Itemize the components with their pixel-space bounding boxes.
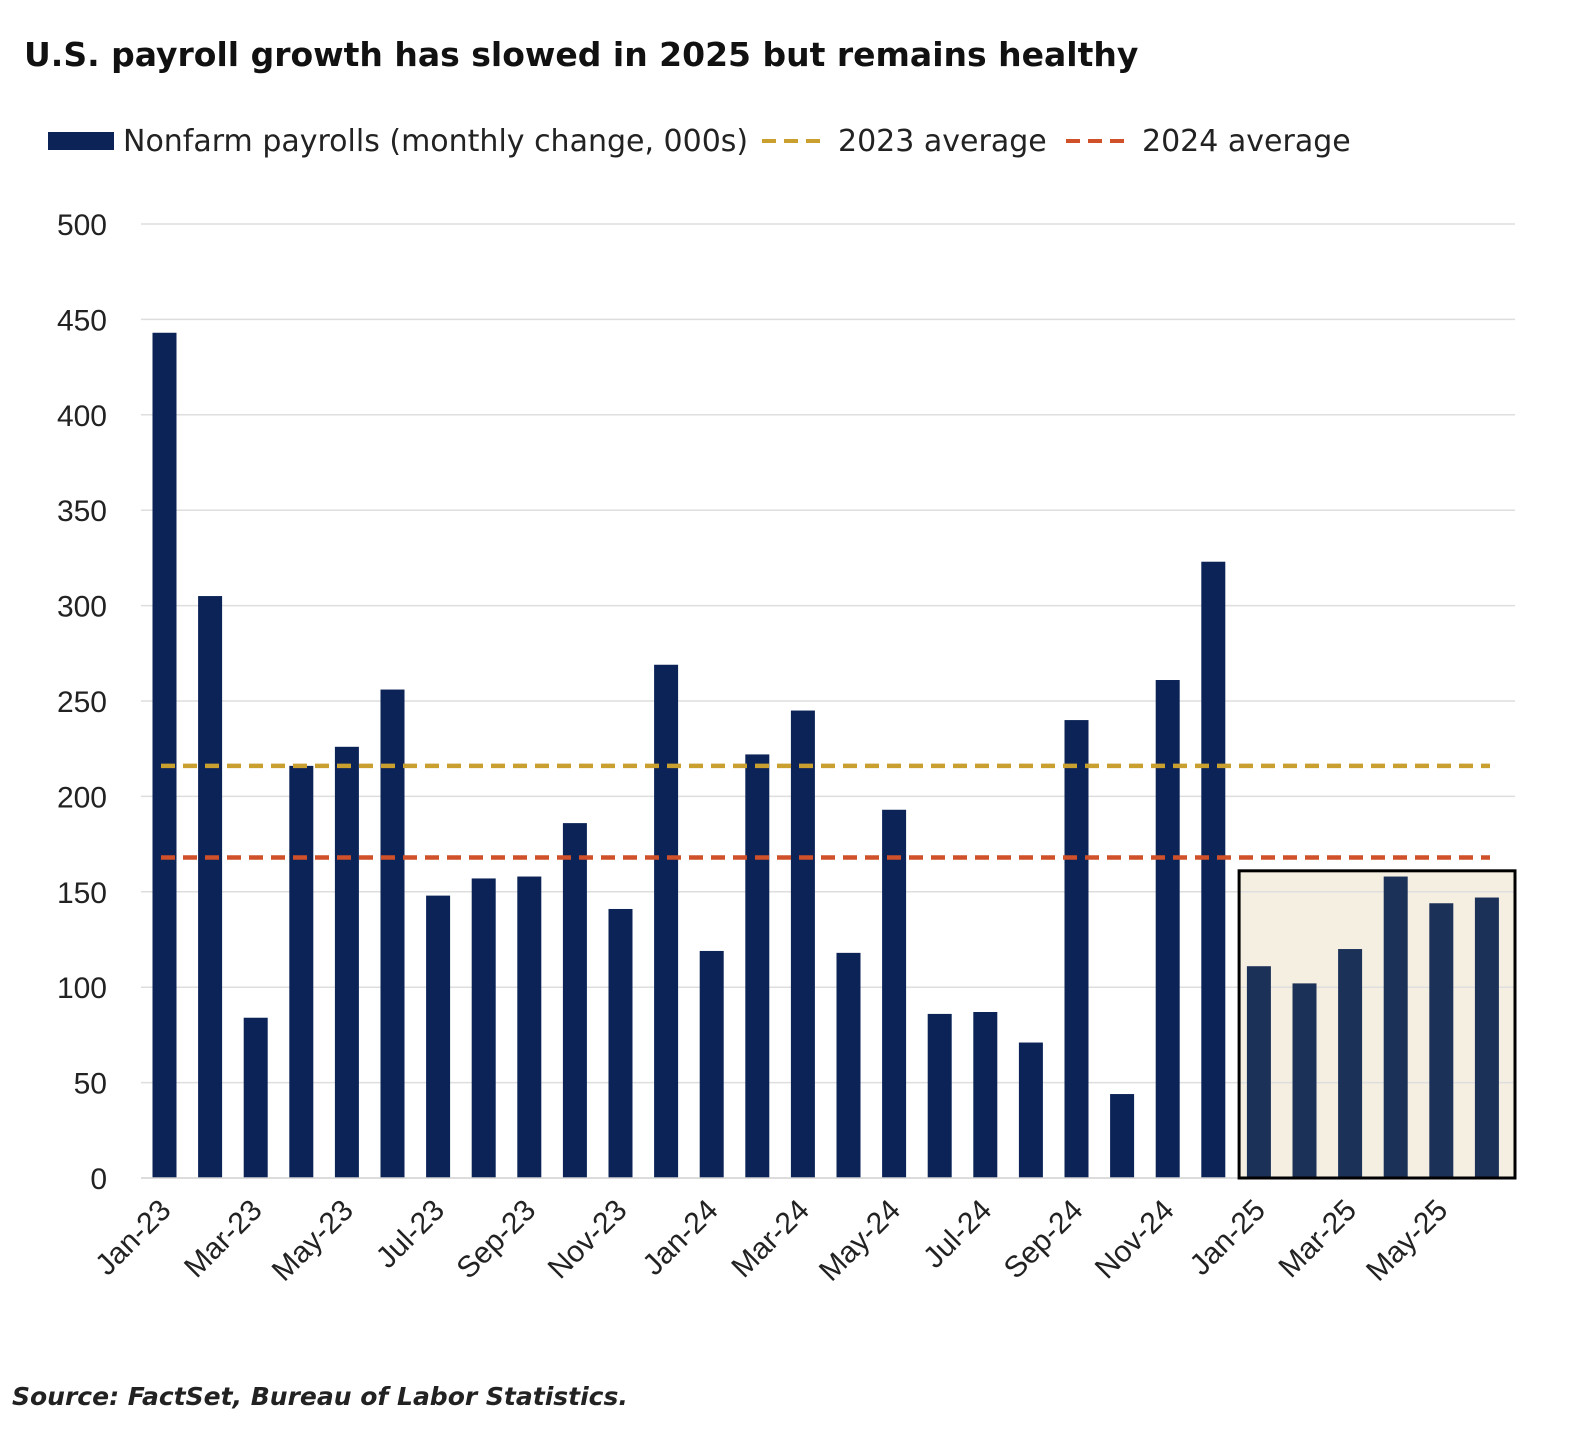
grid-layer [141,223,1515,1084]
x-tick-label: Sep-24 [998,1194,1090,1286]
bar [471,878,496,1178]
bar [289,765,314,1178]
source-note: Source: FactSet, Bureau of Labor Statist… [12,1382,628,1411]
bar [1383,876,1408,1178]
bar [973,1012,998,1178]
bar [790,710,815,1178]
x-tick-label: Nov-23 [542,1194,634,1286]
bar [1064,720,1089,1178]
bar [380,689,405,1178]
bar [745,754,770,1178]
bar [426,895,451,1178]
y-tick-label: 400 [57,400,107,433]
y-tick-label: 50 [74,1068,107,1101]
y-tick-label: 100 [57,972,107,1005]
x-tick-label: May-23 [266,1194,360,1288]
bar [562,823,587,1178]
x-tick-label: Mar-24 [725,1194,816,1285]
x-tick-label: Nov-24 [1089,1194,1181,1286]
y-tick-label: 200 [57,781,107,814]
bar [654,664,679,1178]
y-tick-label: 0 [90,1163,107,1196]
bar-layer [152,332,1499,1179]
bar [1110,1094,1135,1178]
x-tick-label: Sep-23 [451,1194,543,1286]
x-tick-label: Jul-23 [370,1194,451,1275]
y-tick-label: 300 [57,591,107,624]
highlight-frame-layer [141,869,1517,1180]
x-tick-label: Jul-24 [917,1194,998,1275]
bar [1018,1042,1043,1178]
bar [152,332,177,1179]
legend: Nonfarm payrolls (monthly change, 000s) … [48,124,1351,159]
x-tick-label: Jan-25 [1184,1194,1272,1282]
x-tick-label: Mar-23 [178,1194,269,1285]
highlight-background [1239,870,1515,1178]
bar [699,950,724,1178]
x-tick-label: May-25 [1360,1194,1454,1288]
bar [1292,983,1317,1178]
bar [836,952,861,1178]
reference-lines [161,763,1490,860]
highlight-layer [1239,870,1515,1178]
x-tick-label: Mar-25 [1273,1194,1364,1285]
chart-title: U.S. payroll growth has slowed in 2025 b… [24,35,1138,74]
x-tick-label: Jan-24 [636,1194,724,1282]
y-tick-label: 150 [57,877,107,910]
y-tick-label: 250 [57,686,107,719]
bar [1201,561,1226,1178]
y-axis: 0 50 100 150 200 250 300 350 400 450 500 [57,209,107,1196]
legend-2023-label: 2023 average [838,124,1047,159]
y-tick-label: 500 [57,209,107,242]
bar [1474,897,1499,1178]
y-tick-label: 450 [57,304,107,337]
bar [927,1013,952,1178]
y-tick-label: 350 [57,495,107,528]
bar [1429,903,1454,1178]
bar [882,809,907,1178]
bar [608,908,633,1178]
bar [517,876,542,1178]
bar [1246,966,1271,1178]
bar [243,1017,268,1178]
bar [198,596,223,1178]
bar [1338,949,1363,1178]
highlight-frame [1237,869,1517,1180]
x-tick-label: May-24 [813,1194,907,1288]
legend-bars-label: Nonfarm payrolls (monthly change, 000s) [123,124,748,159]
x-tick-label: Jan-23 [89,1194,177,1282]
legend-bars-swatch [48,132,114,150]
bar [1155,680,1180,1178]
bar [334,746,359,1178]
legend-2024-label: 2024 average [1142,124,1351,159]
